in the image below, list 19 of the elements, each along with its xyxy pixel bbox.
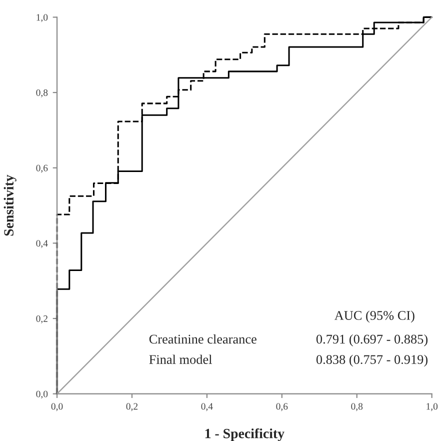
y-tick-label: 0,6 xyxy=(36,164,48,173)
annotation: Final model xyxy=(149,354,212,364)
annotation: Creatinine clearance xyxy=(149,334,256,344)
y-tick-label: 0,4 xyxy=(36,240,48,248)
y-tick-label: 0,2 xyxy=(36,315,48,324)
annotation: 0.791 (0.697 - 0.885) xyxy=(316,334,428,346)
x-tick-label: 0,4 xyxy=(201,403,213,412)
x-tick-label: 0,0 xyxy=(51,403,63,412)
x-tick-label: 0,6 xyxy=(276,403,288,412)
x-tick-label: 1,0 xyxy=(426,403,438,412)
y-axis-title: Sensitivity xyxy=(4,174,16,236)
y-tick-label: 0,8 xyxy=(36,89,48,98)
annotation: 0.838 (0.757 - 0.919) xyxy=(316,354,428,367)
x-axis-title: 1 - Specificity xyxy=(205,428,284,441)
annotation: AUC (95% CI) xyxy=(334,310,414,323)
x-tick-label: 0,8 xyxy=(351,403,363,412)
y-tick-label: 0,0 xyxy=(36,390,48,399)
x-tick-label: 0,2 xyxy=(126,403,138,412)
y-tick-label: 1,0 xyxy=(36,14,48,22)
